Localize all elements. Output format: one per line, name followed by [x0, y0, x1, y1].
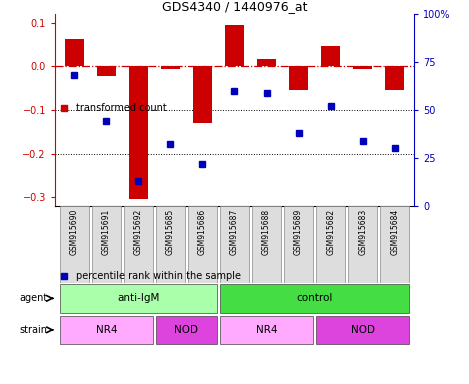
Bar — [289, 66, 308, 90]
Text: GSM915685: GSM915685 — [166, 209, 175, 255]
Bar — [161, 66, 180, 69]
Text: GSM915686: GSM915686 — [198, 209, 207, 255]
Bar — [348, 206, 377, 283]
Bar — [188, 206, 217, 283]
Text: GSM915683: GSM915683 — [358, 209, 367, 255]
Text: GSM915682: GSM915682 — [326, 209, 335, 255]
Bar — [380, 206, 409, 283]
Text: transformed count: transformed count — [76, 103, 167, 113]
Text: GSM915691: GSM915691 — [102, 209, 111, 255]
Text: strain: strain — [20, 325, 48, 335]
Bar — [257, 59, 276, 66]
Text: NOD: NOD — [174, 325, 198, 335]
Bar — [225, 25, 244, 66]
Text: GSM915689: GSM915689 — [294, 209, 303, 255]
Text: NR4: NR4 — [96, 325, 117, 335]
Title: GDS4340 / 1440976_at: GDS4340 / 1440976_at — [162, 0, 307, 13]
Text: GSM915687: GSM915687 — [230, 209, 239, 255]
Bar — [284, 206, 313, 283]
Bar — [220, 284, 409, 313]
Bar — [220, 316, 313, 344]
Text: agent: agent — [20, 293, 48, 303]
Bar — [220, 206, 249, 283]
Bar — [124, 206, 153, 283]
Bar — [129, 66, 148, 199]
Bar — [60, 206, 89, 283]
Text: percentile rank within the sample: percentile rank within the sample — [76, 271, 241, 281]
Text: GSM915684: GSM915684 — [390, 209, 399, 255]
Bar — [65, 39, 84, 66]
Bar — [321, 46, 340, 66]
Bar — [193, 66, 212, 123]
Text: NR4: NR4 — [256, 325, 277, 335]
Bar — [156, 206, 185, 283]
Text: anti-IgM: anti-IgM — [117, 293, 159, 303]
Bar — [156, 316, 217, 344]
Bar — [353, 66, 372, 69]
Text: control: control — [296, 293, 333, 303]
Bar — [92, 206, 121, 283]
Bar — [60, 316, 153, 344]
Bar — [316, 316, 409, 344]
Text: GSM915692: GSM915692 — [134, 209, 143, 255]
Bar — [316, 206, 345, 283]
Bar — [385, 66, 404, 90]
Text: GSM915688: GSM915688 — [262, 209, 271, 255]
Text: GSM915690: GSM915690 — [70, 209, 79, 255]
Bar — [97, 66, 116, 76]
Text: NOD: NOD — [351, 325, 375, 335]
Bar — [60, 284, 217, 313]
Bar — [252, 206, 281, 283]
